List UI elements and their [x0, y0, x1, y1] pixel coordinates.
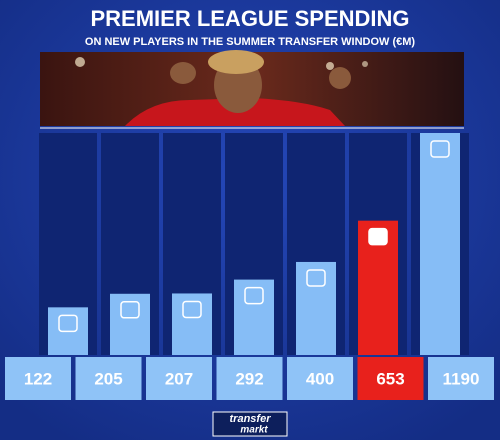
league-logo [244, 286, 264, 305]
league-logo [182, 300, 202, 319]
value-box [146, 357, 212, 400]
value-label: 400 [306, 369, 334, 388]
bar [110, 293, 150, 355]
value-box [357, 357, 424, 400]
value-label: 205 [94, 369, 122, 388]
value-box [5, 357, 71, 400]
bar [172, 293, 212, 355]
league-logo [120, 301, 140, 319]
value-box [287, 357, 353, 400]
value-box [428, 357, 494, 400]
logo-box [212, 411, 288, 437]
chart-title: PREMIER LEAGUE SPENDING [90, 6, 409, 31]
league-logo [58, 314, 78, 333]
value-label: 653 [376, 369, 404, 388]
photo [40, 50, 464, 126]
bar [420, 133, 460, 355]
value-label: 122 [24, 369, 52, 388]
value-box [216, 357, 283, 400]
league-logo [430, 140, 450, 158]
logo-text: transfer [230, 413, 272, 425]
value-label: 292 [235, 369, 263, 388]
league-logo [306, 269, 326, 287]
value-label: 1190 [443, 369, 480, 388]
bar [296, 261, 336, 355]
chart-subtitle: ON NEW PLAYERS IN THE SUMMER TRANSFER WI… [85, 36, 416, 48]
value-box [75, 357, 142, 400]
bar [234, 279, 274, 355]
league-logo [368, 227, 388, 246]
logo-text: markt [240, 425, 268, 436]
value-label: 207 [165, 369, 193, 388]
